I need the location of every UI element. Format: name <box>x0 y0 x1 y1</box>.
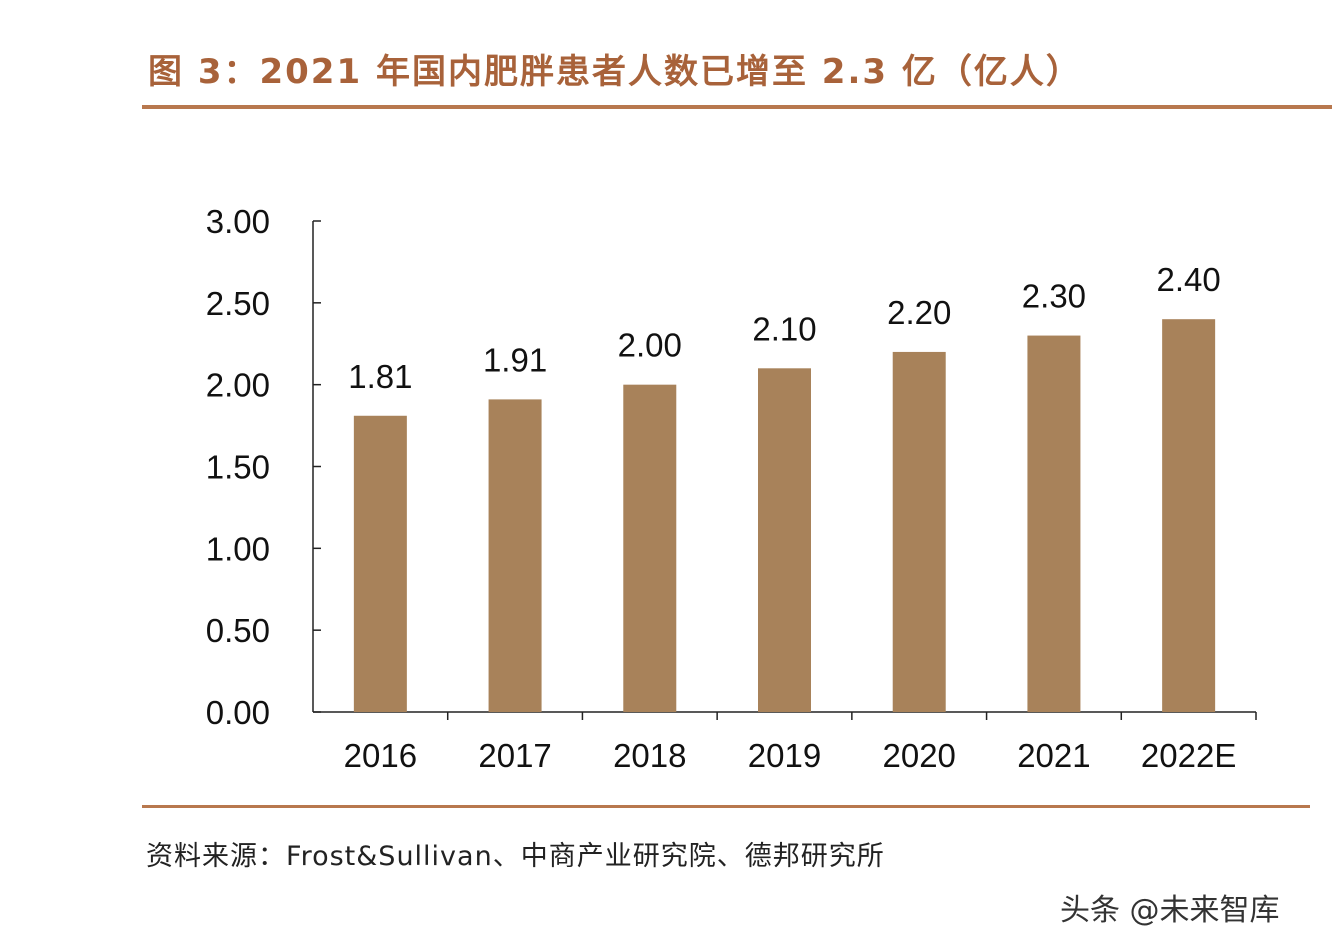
footer-divider <box>142 805 1310 808</box>
x-tick-label: 2016 <box>344 737 417 774</box>
data-label: 2.30 <box>1022 278 1086 315</box>
title-divider <box>142 105 1332 109</box>
x-tick-label: 2021 <box>1017 737 1090 774</box>
x-tick-label: 2019 <box>748 737 821 774</box>
bar-2017 <box>488 399 542 712</box>
bar-2018 <box>623 384 677 712</box>
data-label: 1.81 <box>348 358 412 395</box>
bar-2016 <box>353 415 407 712</box>
x-tick-label: 2020 <box>883 737 956 774</box>
x-tick-label: 2018 <box>613 737 686 774</box>
chart-title: 图 3：2021 年国内肥胖患者人数已增至 2.3 亿（亿人） <box>148 52 1082 92</box>
bar-chart: 0.00 0.50 1.00 1.50 2.00 2.50 3.00 1.81 2016 1.91… <box>206 203 1257 774</box>
bar-2022E <box>1162 319 1216 712</box>
bar-2019 <box>758 368 811 712</box>
data-label: 2.40 <box>1157 261 1221 298</box>
x-tick-label: 2022E <box>1141 737 1236 774</box>
y-tick-label: 2.00 <box>206 367 270 404</box>
y-tick-label: 2.50 <box>206 285 270 322</box>
x-tick-label: 2017 <box>478 737 551 774</box>
bar-2021 <box>1027 335 1081 712</box>
data-label: 2.10 <box>752 310 816 347</box>
data-label: 2.00 <box>618 327 682 364</box>
y-tick-label: 3.00 <box>206 203 270 240</box>
y-tick-label: 1.00 <box>206 530 270 567</box>
y-tick-label: 1.50 <box>206 449 270 486</box>
data-label: 2.20 <box>887 294 951 331</box>
y-tick-label: 0.00 <box>206 694 270 731</box>
data-label: 1.91 <box>483 341 547 378</box>
y-tick-label: 0.50 <box>206 612 270 649</box>
watermark: 头条 @未来智库 <box>1060 893 1280 928</box>
bar-2020 <box>892 351 946 712</box>
source-note: 资料来源：Frost&Sullivan、中商产业研究院、德邦研究所 <box>146 841 885 872</box>
